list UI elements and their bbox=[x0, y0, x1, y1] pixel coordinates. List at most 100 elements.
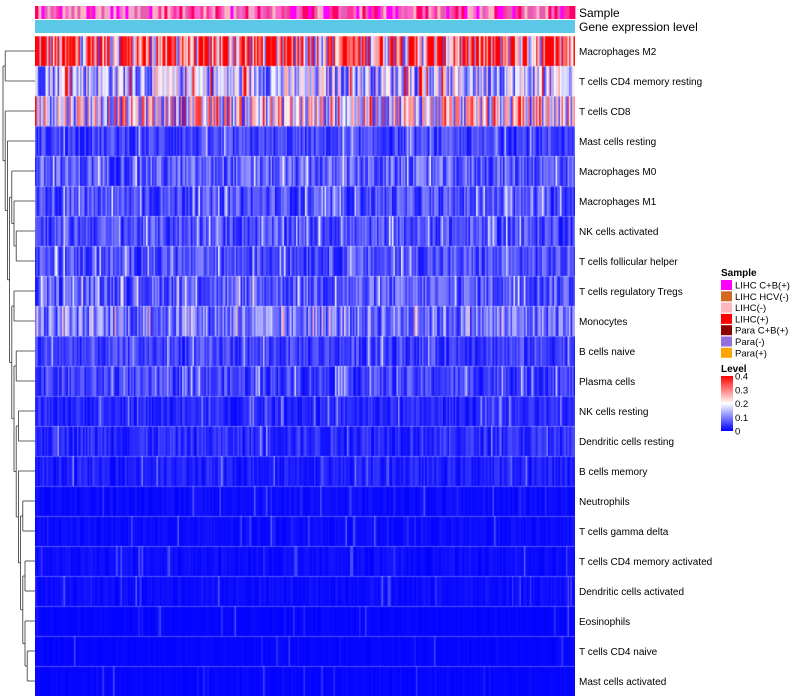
sample-track-cell bbox=[158, 6, 162, 19]
row-label: Macrophages M2 bbox=[579, 47, 657, 58]
sample-track-cell bbox=[488, 6, 492, 19]
sample-track-cell bbox=[314, 6, 318, 19]
heatmap-cells bbox=[35, 36, 575, 696]
level-legend-tick: 0.4 bbox=[735, 372, 748, 383]
sample-track-cell bbox=[182, 6, 186, 19]
sample-track-cell bbox=[476, 6, 480, 19]
sample-track-cell bbox=[521, 6, 525, 19]
sample-track-cell bbox=[131, 6, 135, 19]
row-label: T cells CD4 memory activated bbox=[579, 557, 712, 568]
sample-track-cell bbox=[95, 6, 99, 19]
sample-track-cell bbox=[56, 6, 60, 19]
sample-track-cell bbox=[371, 6, 375, 19]
row-label: Plasma cells bbox=[579, 377, 635, 388]
sample-track-cell bbox=[347, 6, 351, 19]
sample-track-cell bbox=[260, 6, 264, 19]
sample-track-cell bbox=[200, 6, 204, 19]
sample-track-cell bbox=[155, 6, 159, 19]
sample-track-cell bbox=[110, 6, 114, 19]
sample-track-cell bbox=[218, 6, 222, 19]
sample-track-cell bbox=[206, 6, 210, 19]
sample-track-cell bbox=[500, 6, 504, 19]
sample-track-cell bbox=[485, 6, 489, 19]
row-label: B cells memory bbox=[579, 467, 647, 478]
sample-legend-label: LIHC(+) bbox=[735, 314, 769, 325]
row-label: T cells CD8 bbox=[579, 107, 631, 118]
sample-track-cell bbox=[440, 6, 444, 19]
sample-track-cell bbox=[287, 6, 291, 19]
sample-track-cell bbox=[146, 6, 150, 19]
sample-track-cell bbox=[512, 6, 516, 19]
sample-track-cell bbox=[299, 6, 303, 19]
sample-track-cell bbox=[320, 6, 324, 19]
sample-track-cell bbox=[332, 6, 336, 19]
sample-track-cell bbox=[497, 6, 501, 19]
sample-track-cell bbox=[395, 6, 399, 19]
sample-track-cell bbox=[53, 6, 57, 19]
sample-track-cell bbox=[386, 6, 390, 19]
sample-track-cell bbox=[275, 6, 279, 19]
sample-track-cell bbox=[293, 6, 297, 19]
sample-legend-label: Para C+B(+) bbox=[735, 326, 788, 337]
sample-track-cell bbox=[461, 6, 465, 19]
sample-legend-swatch bbox=[721, 325, 732, 336]
sample-track-cell bbox=[419, 6, 423, 19]
sample-track-cell bbox=[272, 6, 276, 19]
sample-track-cell bbox=[356, 6, 360, 19]
sample-track-cell bbox=[518, 6, 522, 19]
sample-track-cell bbox=[362, 6, 366, 19]
sample-track-cell bbox=[284, 6, 288, 19]
sample-track-cell bbox=[302, 6, 306, 19]
row-label: T cells follicular helper bbox=[579, 257, 678, 268]
sample-track-cell bbox=[77, 6, 81, 19]
sample-track-label: Sample bbox=[579, 6, 620, 20]
sample-track-cell bbox=[191, 6, 195, 19]
row-label: NK cells resting bbox=[579, 407, 648, 418]
sample-track-cell bbox=[470, 6, 474, 19]
row-label: Eosinophils bbox=[579, 617, 630, 628]
sample-track-cell bbox=[509, 6, 513, 19]
sample-track-cell bbox=[122, 6, 126, 19]
sample-track-cell bbox=[227, 6, 231, 19]
sample-track-cell bbox=[98, 6, 102, 19]
sample-track-cell bbox=[254, 6, 258, 19]
sample-track-cell bbox=[443, 6, 447, 19]
sample-track-cell bbox=[68, 6, 72, 19]
sample-track-cell bbox=[425, 6, 429, 19]
sample-track-cell bbox=[380, 6, 384, 19]
sample-track-cell bbox=[506, 6, 510, 19]
sample-track-cell bbox=[209, 6, 213, 19]
sample-track-cell bbox=[527, 6, 531, 19]
sample-track-cell bbox=[410, 6, 414, 19]
sample-legend-swatch bbox=[721, 302, 732, 313]
sample-track-cell bbox=[212, 6, 216, 19]
sample-track-cell bbox=[524, 6, 528, 19]
sample-track-cell bbox=[455, 6, 459, 19]
row-label: Dendritic cells activated bbox=[579, 587, 684, 598]
sample-track-cell bbox=[365, 6, 369, 19]
sample-track-cell bbox=[107, 6, 111, 19]
sample-track-cell bbox=[311, 6, 315, 19]
level-legend-title: Level bbox=[721, 364, 747, 375]
sample-track-cell bbox=[326, 6, 330, 19]
sample-track-cell bbox=[335, 6, 339, 19]
sample-legend-label: LIHC C+B(+) bbox=[735, 281, 790, 292]
sample-track-cell bbox=[281, 6, 285, 19]
sample-track-cell bbox=[434, 6, 438, 19]
sample-track-cell bbox=[80, 6, 84, 19]
sample-track-cell bbox=[257, 6, 261, 19]
sample-track-cell bbox=[569, 6, 573, 19]
row-label: Macrophages M1 bbox=[579, 197, 657, 208]
row-label: NK cells activated bbox=[579, 227, 658, 238]
sample-track-cell bbox=[341, 6, 345, 19]
row-label: T cells CD4 naive bbox=[579, 647, 658, 658]
expression-level-track bbox=[35, 20, 575, 33]
sample-track-cell bbox=[428, 6, 432, 19]
sample-track-cell bbox=[539, 6, 543, 19]
sample-track-cell bbox=[479, 6, 483, 19]
sample-legend-label: LIHC(-) bbox=[735, 303, 766, 314]
sample-track-cell bbox=[398, 6, 402, 19]
sample-track-cell bbox=[413, 6, 417, 19]
sample-legend: Sample LIHC C+B(+)LIHC HCV(-)LIHC(-)LIHC… bbox=[721, 268, 790, 359]
sample-track-cell bbox=[101, 6, 105, 19]
